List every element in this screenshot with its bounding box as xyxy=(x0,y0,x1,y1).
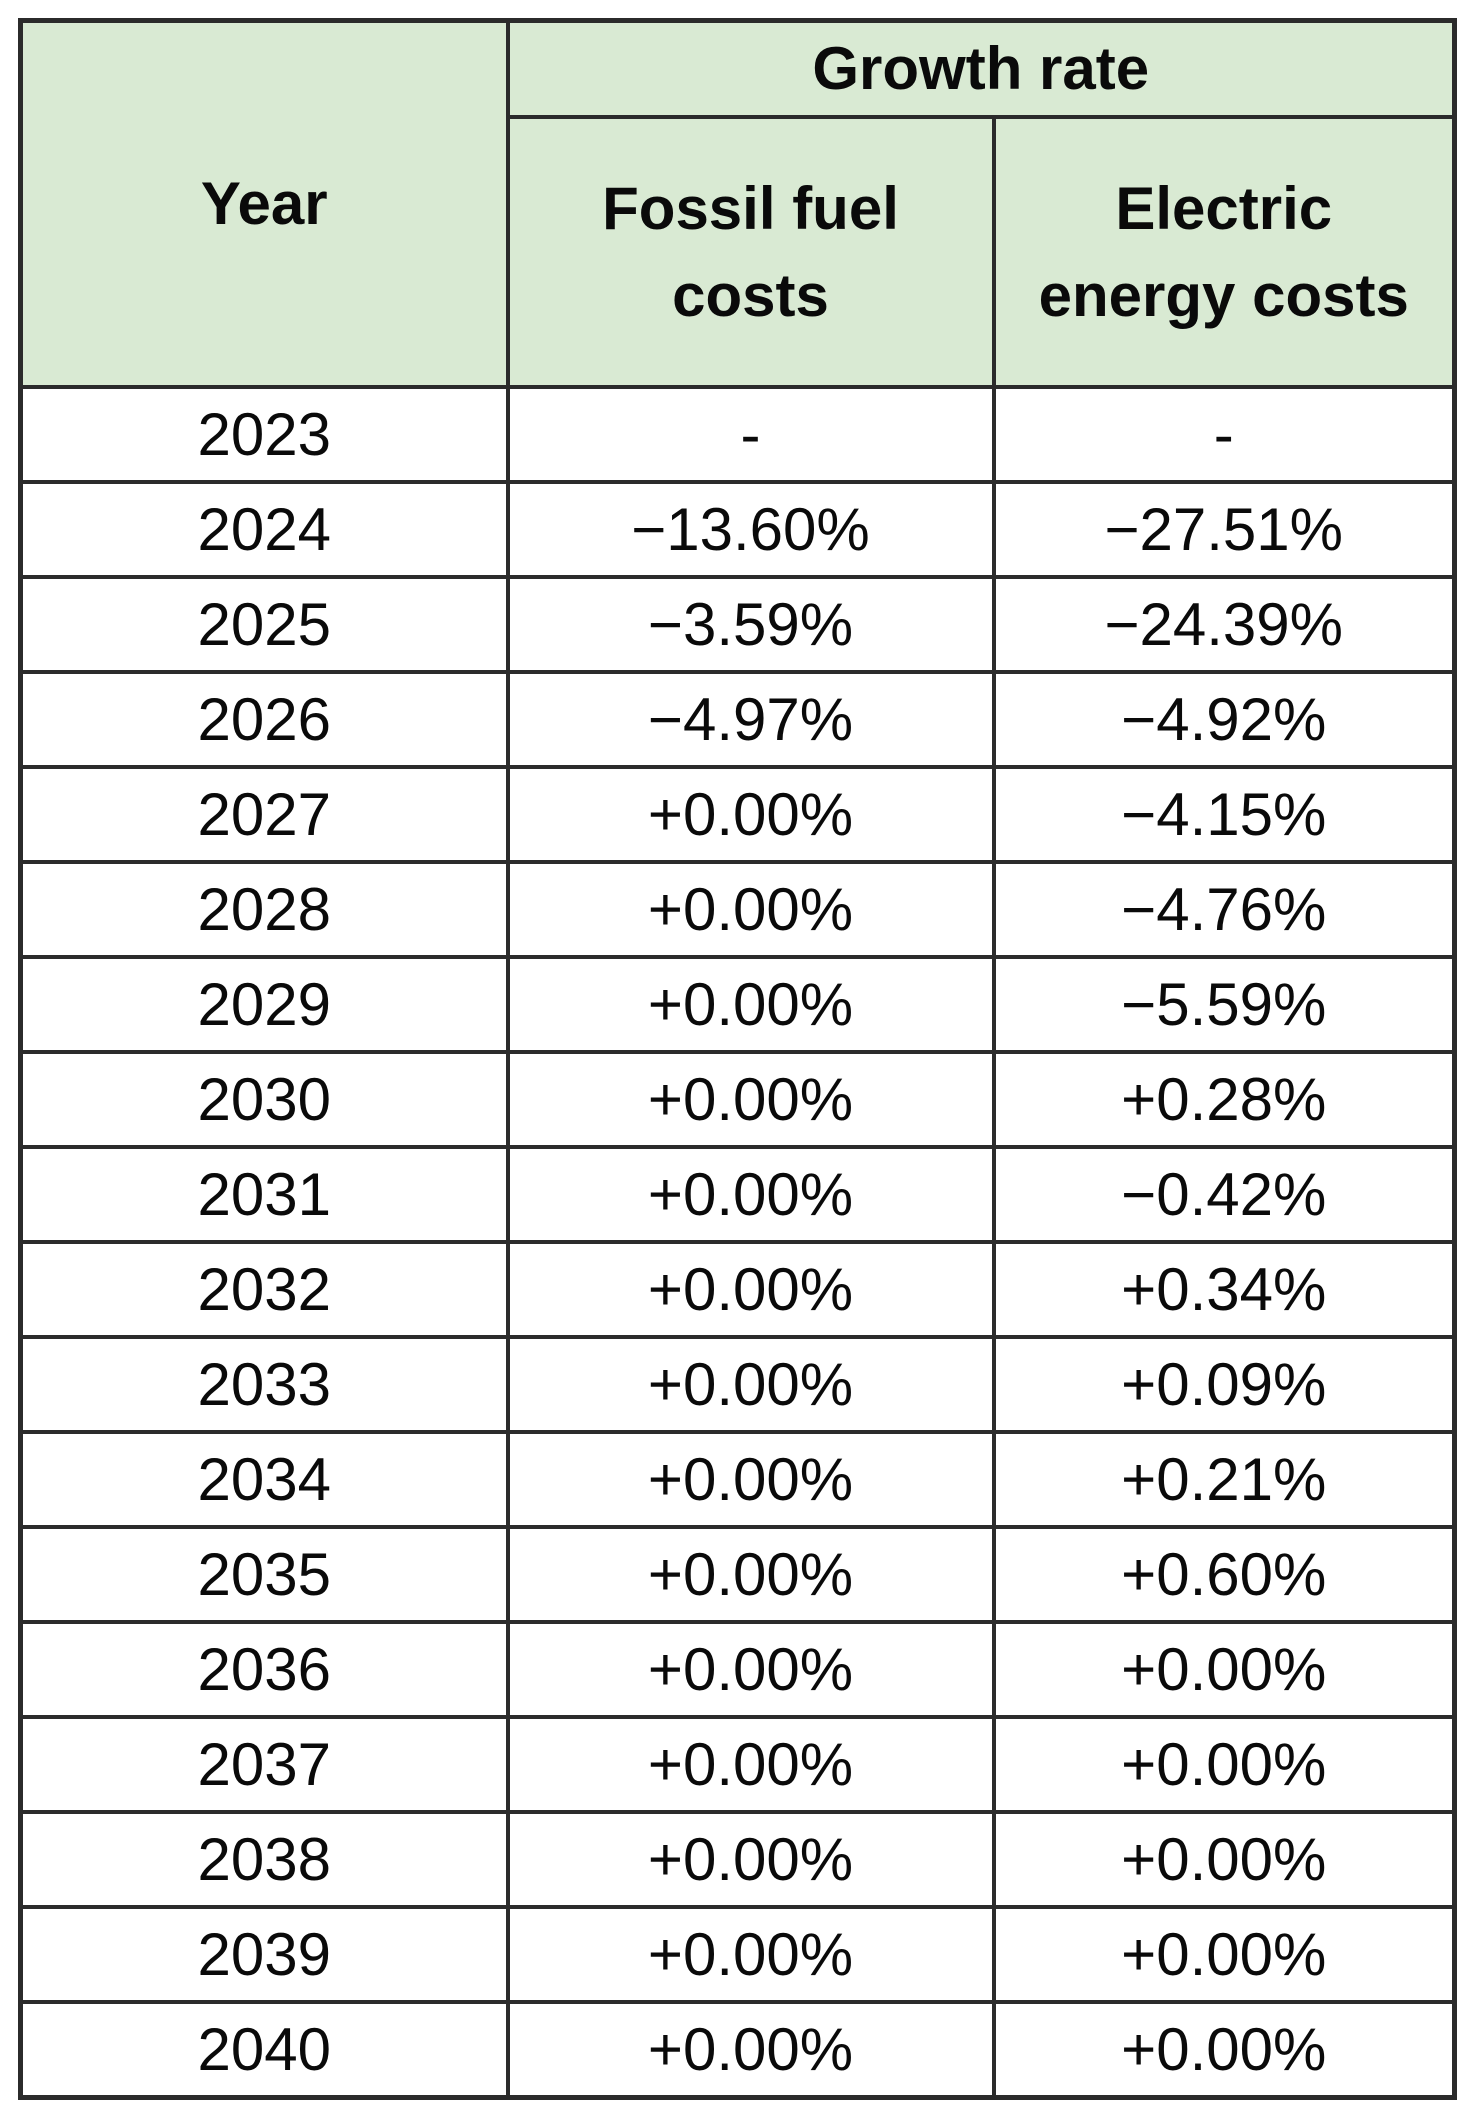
electric-energy-cell: - xyxy=(991,384,1457,484)
year-cell: 2023 xyxy=(18,384,510,484)
fossil-fuel-cell: +0.00% xyxy=(505,1144,996,1244)
table-row: 2039 +0.00% +0.00% xyxy=(18,1905,1457,2005)
electric-energy-cell: −4.15% xyxy=(991,764,1457,864)
table-row: 2028 +0.00% −4.76% xyxy=(18,859,1457,959)
electric-energy-cell: +0.00% xyxy=(991,1905,1457,2005)
fossil-fuel-cell: - xyxy=(505,384,996,484)
header-sub-row: Fossil fuel costs Electric energy costs xyxy=(21,114,1457,389)
table-row: 2034 +0.00% +0.21% xyxy=(18,1430,1457,1530)
growth-rate-group-header: Growth rate xyxy=(505,18,1457,119)
electric-energy-cell: +0.60% xyxy=(991,1525,1457,1625)
fossil-fuel-cell: +0.00% xyxy=(505,1430,996,1530)
year-cell: 2025 xyxy=(18,574,510,674)
electric-energy-cell: +0.21% xyxy=(991,1430,1457,1530)
electric-energy-cell: +0.00% xyxy=(991,1620,1457,1720)
fossil-fuel-cell: +0.00% xyxy=(505,1334,996,1435)
fossil-fuel-costs-header: Fossil fuel costs xyxy=(505,114,996,389)
electric-energy-cell: +0.00% xyxy=(991,2000,1457,2100)
table-row: 2032 +0.00% +0.34% xyxy=(18,1239,1457,1339)
year-cell: 2035 xyxy=(18,1525,510,1625)
electric-energy-costs-header: Electric energy costs xyxy=(991,114,1457,389)
table-row: 2036 +0.00% +0.00% xyxy=(18,1620,1457,1720)
fossil-fuel-cell: −4.97% xyxy=(505,669,996,769)
electric-energy-cell: −5.59% xyxy=(991,954,1457,1054)
electric-energy-cell: −4.76% xyxy=(991,859,1457,959)
fossil-fuel-cell: +0.00% xyxy=(505,859,996,959)
table-row: 2035 +0.00% +0.60% xyxy=(18,1525,1457,1625)
table-body: 2023- -2024 −13.60% −27.51% 2025 −3.59% −24.39… xyxy=(18,384,1457,2100)
electric-energy-cell: +0.28% xyxy=(991,1049,1457,1149)
year-cell: 2038 xyxy=(18,1810,510,1910)
header-group-row: Year Growth rate xyxy=(18,18,1457,389)
fossil-fuel-cell: −13.60% xyxy=(505,479,996,579)
year-cell: 2039 xyxy=(18,1905,510,2005)
year-cell: 2036 xyxy=(18,1620,510,1720)
growth-rate-table: Year Growth rate Fossil fuel costs Elect… xyxy=(18,18,1457,2100)
electric-energy-cell: −24.39% xyxy=(991,574,1457,674)
year-cell: 2032 xyxy=(18,1239,510,1339)
fossil-fuel-cell: +0.00% xyxy=(505,954,996,1054)
table-row: 2023- - xyxy=(18,384,1457,484)
fossil-fuel-cell: +0.00% xyxy=(505,1525,996,1625)
electric-energy-cell: +0.09% xyxy=(991,1334,1457,1435)
year-cell: 2028 xyxy=(18,859,510,959)
year-cell: 2033 xyxy=(18,1334,510,1435)
electric-energy-cell: +0.34% xyxy=(991,1239,1457,1339)
year-cell: 2037 xyxy=(18,1715,510,1815)
table-header: Year Growth rate Fossil fuel costs Elect… xyxy=(18,18,1457,389)
table-row: 2030 +0.00% +0.28% xyxy=(18,1049,1457,1149)
year-column-header: Year xyxy=(18,18,510,389)
fossil-fuel-cell: +0.00% xyxy=(505,1049,996,1149)
table-row: 2037 +0.00% +0.00% xyxy=(18,1715,1457,1815)
table-row: 2025 −3.59% −24.39% xyxy=(18,574,1457,674)
fossil-fuel-cell: +0.00% xyxy=(505,1905,996,2005)
table-row: 2033 +0.00% +0.09% xyxy=(18,1334,1457,1435)
electric-energy-cell: +0.00% xyxy=(991,1715,1457,1815)
table-row: 2038 +0.00% +0.00% xyxy=(18,1810,1457,1910)
electric-energy-cell: +0.00% xyxy=(991,1810,1457,1910)
fossil-fuel-cell: +0.00% xyxy=(505,2000,996,2100)
table-row: 2024 −13.60% −27.51% xyxy=(18,479,1457,579)
fossil-fuel-cell: −3.59% xyxy=(505,574,996,674)
year-cell: 2027 xyxy=(18,764,510,864)
fossil-fuel-cell: +0.00% xyxy=(505,1810,996,1910)
fossil-fuel-cell: +0.00% xyxy=(505,1715,996,1815)
year-cell: 2031 xyxy=(18,1144,510,1244)
year-cell: 2040 xyxy=(18,2000,510,2100)
year-cell: 2030 xyxy=(18,1049,510,1149)
table-row: 2029 +0.00% −5.59% xyxy=(18,954,1457,1054)
electric-energy-cell: −0.42% xyxy=(991,1144,1457,1244)
year-cell: 2029 xyxy=(18,954,510,1054)
table-row: 2031 +0.00% −0.42% xyxy=(18,1144,1457,1244)
table-row: 2040 +0.00% +0.00% xyxy=(18,2000,1457,2100)
year-cell: 2024 xyxy=(18,479,510,579)
electric-energy-cell: −4.92% xyxy=(991,669,1457,769)
electric-energy-cell: −27.51% xyxy=(991,479,1457,579)
year-cell: 2034 xyxy=(18,1430,510,1530)
fossil-fuel-cell: +0.00% xyxy=(505,1620,996,1720)
table-row: 2027 +0.00% −4.15% xyxy=(18,764,1457,864)
table-row: 2026 −4.97% −4.92% xyxy=(18,669,1457,769)
fossil-fuel-cell: +0.00% xyxy=(505,1239,996,1339)
fossil-fuel-cell: +0.00% xyxy=(505,764,996,864)
year-cell: 2026 xyxy=(18,669,510,769)
